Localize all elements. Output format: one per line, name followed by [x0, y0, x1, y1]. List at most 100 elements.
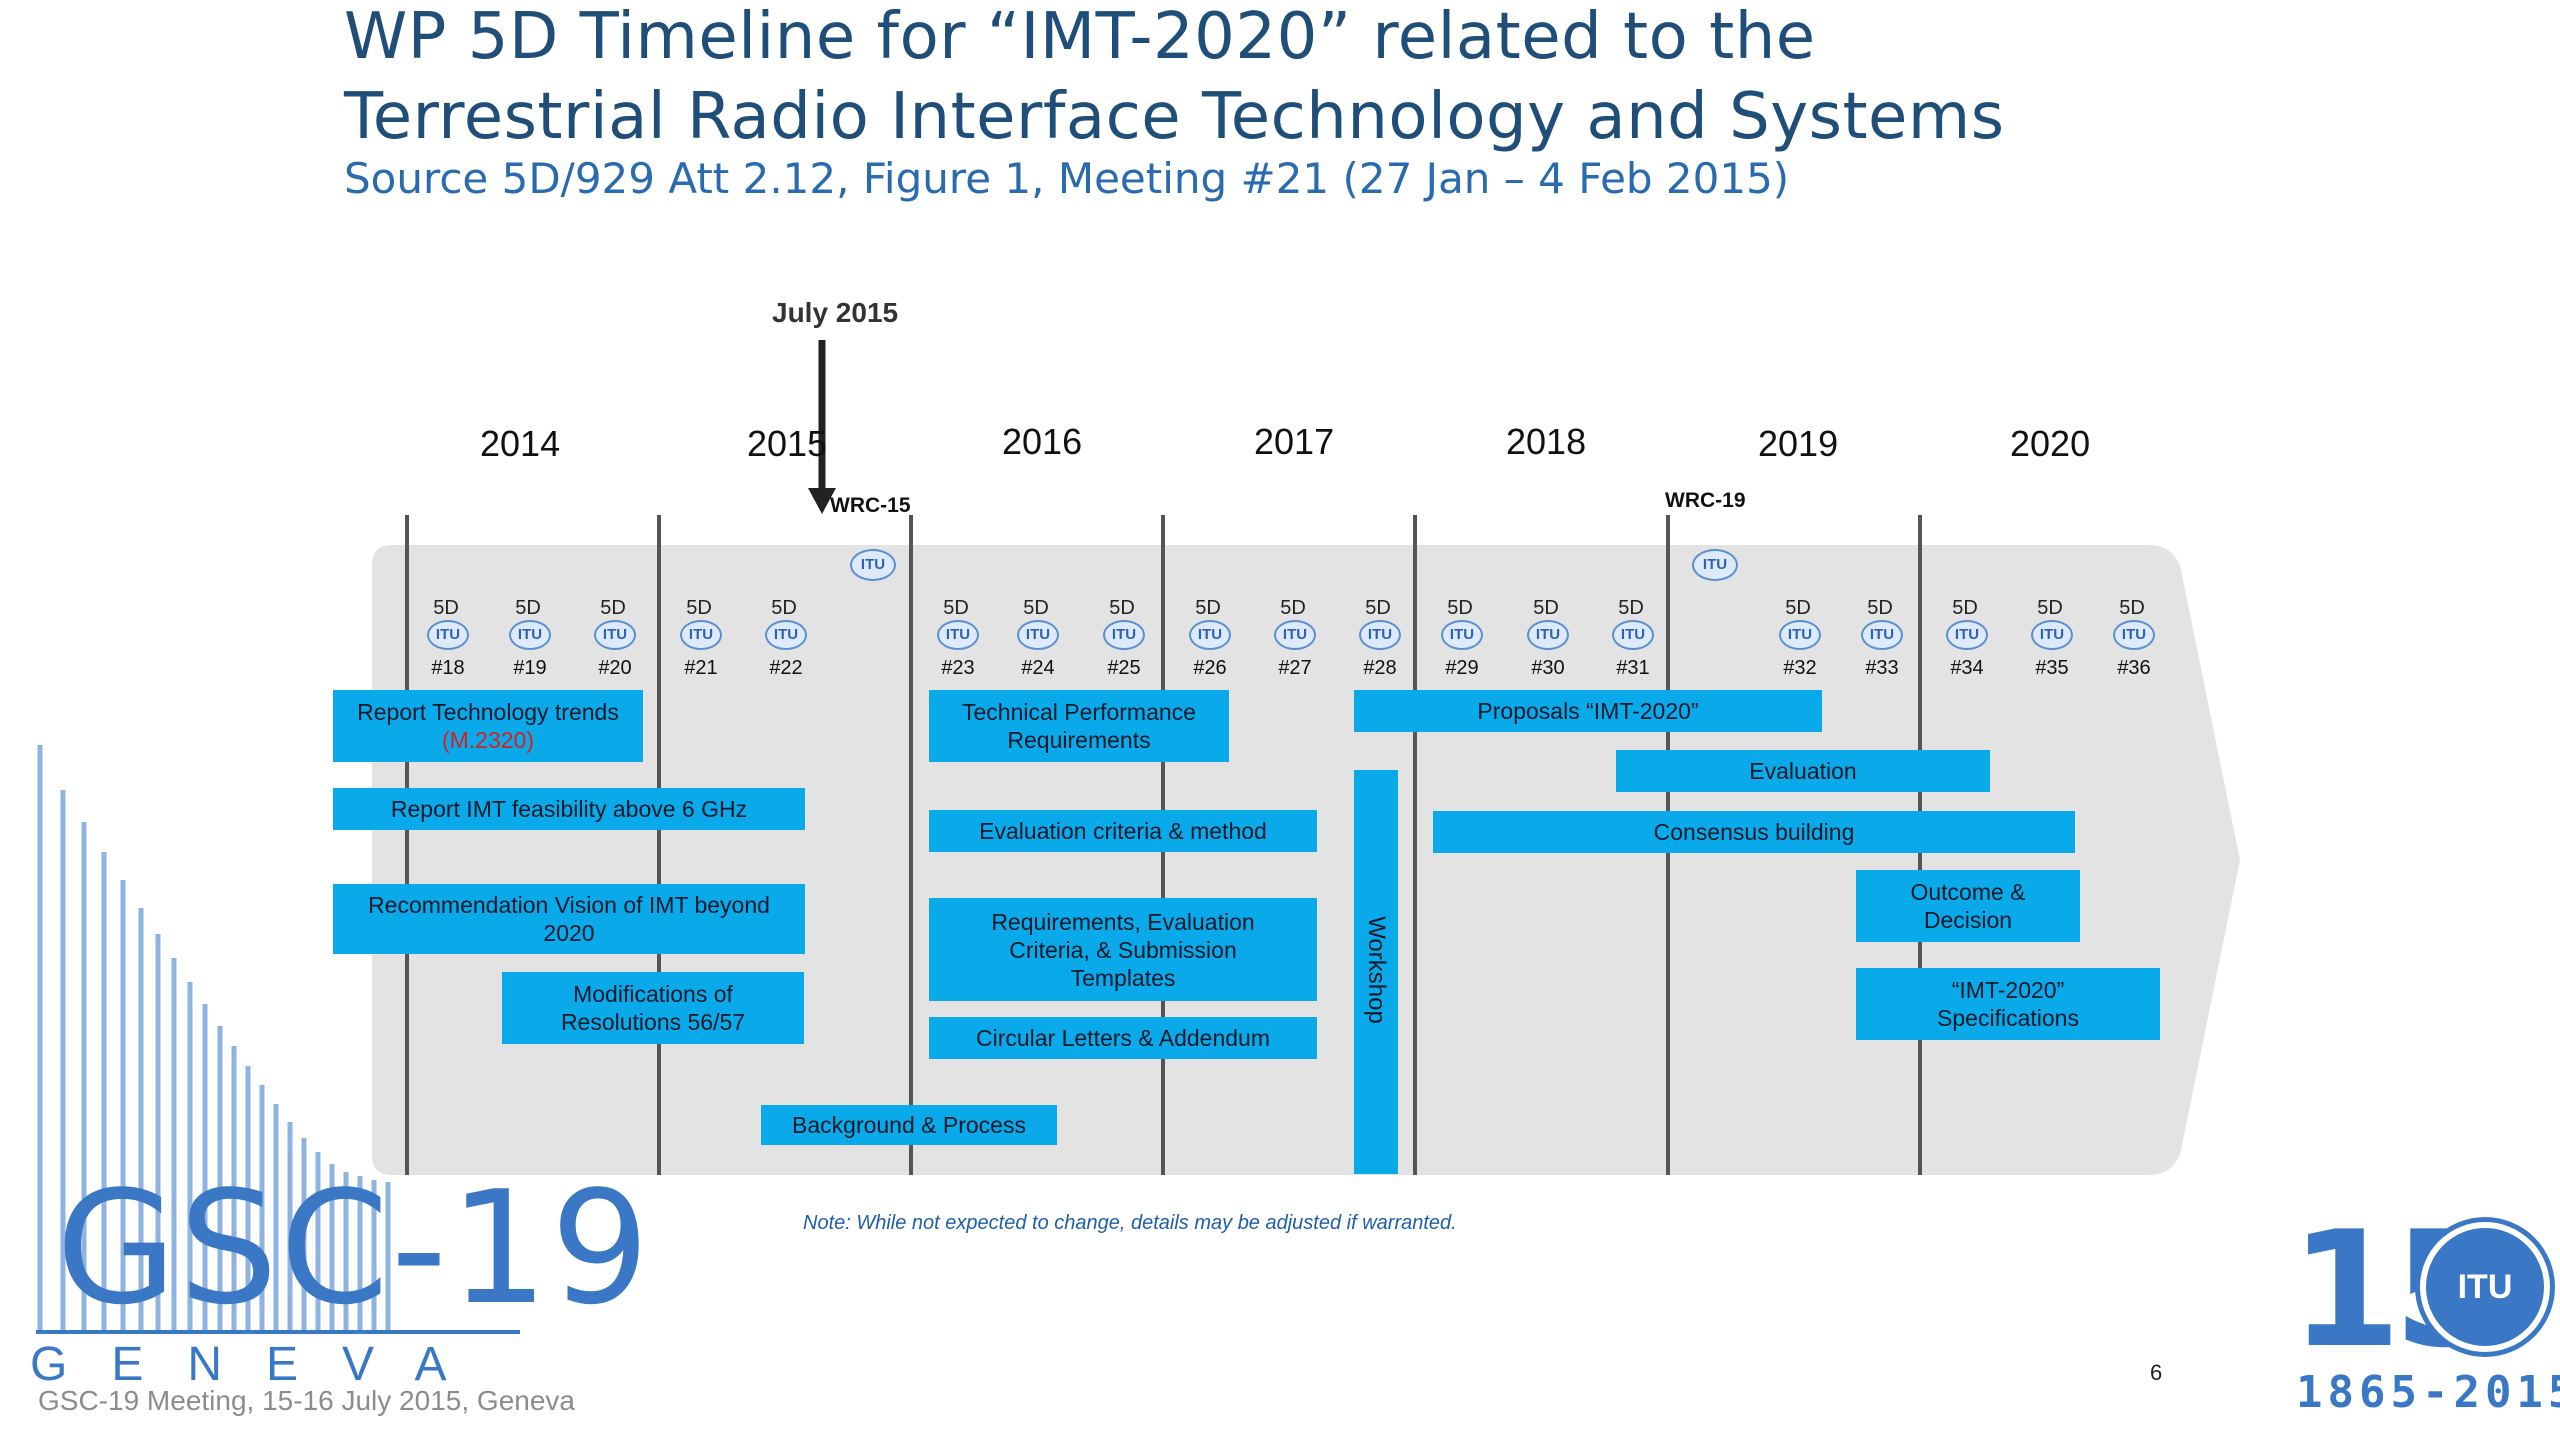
gsc-logo-bars [37, 745, 391, 1330]
meeting-5d-label: 5D [943, 597, 969, 619]
footer-text: GSC-19 Meeting, 15-16 July 2015, Geneva [38, 1385, 575, 1416]
year-label: 2016 [1002, 421, 1083, 462]
meeting-5d-label: 5D [600, 597, 626, 619]
activity-outcome-decision: Outcome & Decision [1856, 870, 2080, 942]
activity-label: Decision [1923, 907, 2013, 933]
year-label: 2017 [1254, 421, 1335, 462]
itu-icon: ITU [1274, 620, 1316, 650]
meeting-icon: 5D ITU #25 [1094, 598, 1154, 688]
meeting-icon: 5D ITU #28 [1350, 598, 1410, 688]
meeting-icon: 5D ITU #32 [1770, 598, 1830, 688]
meeting-icon: 5D ITU #20 [585, 598, 645, 688]
meeting-5d-label: 5D [1023, 597, 1049, 619]
slide-subtitle: Source 5D/929 Att 2.12, Figure 1, Meetin… [344, 154, 1790, 203]
activity-label: Report Technology trends [357, 699, 619, 725]
disclaimer-note: Note: While not expected to change, deta… [803, 1212, 1457, 1234]
activity-label: Evaluation criteria & method [979, 818, 1267, 844]
meeting-5d-label: 5D [1867, 597, 1893, 619]
meeting-5d-label: 5D [1280, 597, 1306, 619]
meeting-number: #20 [598, 657, 632, 679]
itu-icon: ITU [1779, 620, 1821, 650]
itu-icon: ITU [2113, 620, 2155, 650]
meeting-number: #36 [2117, 657, 2151, 679]
activity-evaluation: Evaluation [1616, 750, 1990, 792]
meeting-number: #19 [513, 657, 547, 679]
activity-label: Modifications of [573, 981, 733, 1007]
activity-workshop [1354, 770, 1398, 1174]
meeting-number: #24 [1021, 657, 1055, 679]
slide-title-line-1: WP 5D Timeline for “IMT-2020” related to… [344, 0, 1816, 74]
activity-label: Requirements, Evaluation [991, 908, 1255, 935]
slide-title-line-2: Terrestrial Radio Interface Technology a… [344, 80, 2005, 154]
meeting-number: #32 [1783, 657, 1817, 679]
meeting-number: #22 [769, 657, 803, 679]
activity-label: “IMT-2020” [1951, 977, 2065, 1003]
meeting-number: #21 [684, 657, 718, 679]
meeting-5d-label: 5D [515, 597, 541, 619]
itu-150-badge-icon: ITU [2420, 1222, 2550, 1352]
activity-background-process: Background & Process [761, 1105, 1057, 1145]
meeting-number: #33 [1865, 657, 1899, 679]
itu-icon: ITU [1441, 620, 1483, 650]
activity-label: Requirements [1007, 727, 1151, 753]
meeting-5d-label: 5D [433, 597, 459, 619]
activity-circular-letters: Circular Letters & Addendum [929, 1017, 1317, 1059]
year-label: 2020 [2010, 423, 2091, 464]
meeting-5d-label: 5D [771, 597, 797, 619]
activity-label: Outcome & [1910, 879, 2026, 905]
meeting-number: #30 [1531, 657, 1565, 679]
itu-icon: ITU [1861, 620, 1903, 650]
activity-label: 2020 [543, 920, 595, 946]
meeting-5d-label: 5D [1195, 597, 1221, 619]
itu-icon: ITU [2031, 620, 2073, 650]
activity-label: Consensus building [1653, 819, 1855, 845]
activity-label: Templates [1070, 964, 1176, 991]
itu-150-years: 1865-2015 [2296, 1367, 2560, 1418]
meeting-icon: 5D ITU #21 [671, 598, 731, 688]
activity-reference: (M.2320) [441, 727, 535, 753]
meeting-icon: 5D ITU #22 [756, 598, 816, 688]
itu-icon: ITU [680, 620, 722, 650]
meeting-icon: 5D ITU #31 [1603, 598, 1663, 688]
meeting-5d-label: 5D [1618, 597, 1644, 619]
wrc-19-label: WRC-19 [1665, 489, 1746, 512]
meeting-number: #27 [1278, 657, 1312, 679]
meeting-icon: 5D ITU #33 [1852, 598, 1912, 688]
workshop-label-wrap: Workshop [1354, 770, 1398, 1170]
activity-label: Criteria, & Submission [1009, 936, 1237, 963]
activity-label: Recommendation Vision of IMT beyond [368, 892, 770, 918]
activity-proposals: Proposals “IMT-2020” [1354, 690, 1822, 732]
meeting-5d-label: 5D [2119, 597, 2145, 619]
meeting-icon: 5D ITU #29 [1432, 598, 1492, 688]
activity-requirements-evaluation: Requirements, Evaluation Criteria, & Sub… [929, 898, 1317, 1001]
activity-report-technology-trends: Report Technology trends (M.2320) [333, 690, 643, 762]
meeting-number: #34 [1950, 657, 1984, 679]
meeting-icon: 5D ITU #24 [1008, 598, 1068, 688]
meeting-icon: 5D ITU #30 [1518, 598, 1578, 688]
meeting-icon: 5D ITU #36 [2104, 598, 2164, 688]
activity-imt2020-specifications: “IMT-2020” Specifications [1856, 968, 2160, 1040]
meeting-number: #35 [2035, 657, 2069, 679]
geneva-logo-text: GENEVA [30, 1338, 491, 1391]
activity-label: Circular Letters & Addendum [975, 1025, 1271, 1051]
meeting-5d-label: 5D [1447, 597, 1473, 619]
activity-label: Evaluation [1749, 758, 1857, 784]
itu-icon: ITU [594, 620, 636, 650]
meeting-number: #31 [1616, 657, 1650, 679]
gsc-19-logo-text: GSC-19 [56, 1157, 652, 1339]
itu-icon: ITU [509, 620, 551, 650]
itu-icon: ITU [1189, 620, 1231, 650]
activity-label: Workshop [1363, 916, 1391, 1024]
meeting-icon: 5D ITU #34 [1937, 598, 1997, 688]
meeting-5d-label: 5D [2037, 597, 2063, 619]
page-number: 6 [2150, 1360, 2163, 1385]
year-label: 2018 [1506, 421, 1587, 462]
activity-label: Proposals “IMT-2020” [1477, 698, 1699, 724]
meeting-5d-label: 5D [1533, 597, 1559, 619]
activity-report-imt-feasibility: Report IMT feasibility above 6 GHz [333, 788, 805, 830]
july-2015-label: July 2015 [772, 297, 899, 328]
meeting-5d-label: 5D [1785, 597, 1811, 619]
meeting-5d-label: 5D [1109, 597, 1135, 619]
meeting-number: #26 [1193, 657, 1227, 679]
activity-label: Resolutions 56/57 [560, 1009, 746, 1035]
